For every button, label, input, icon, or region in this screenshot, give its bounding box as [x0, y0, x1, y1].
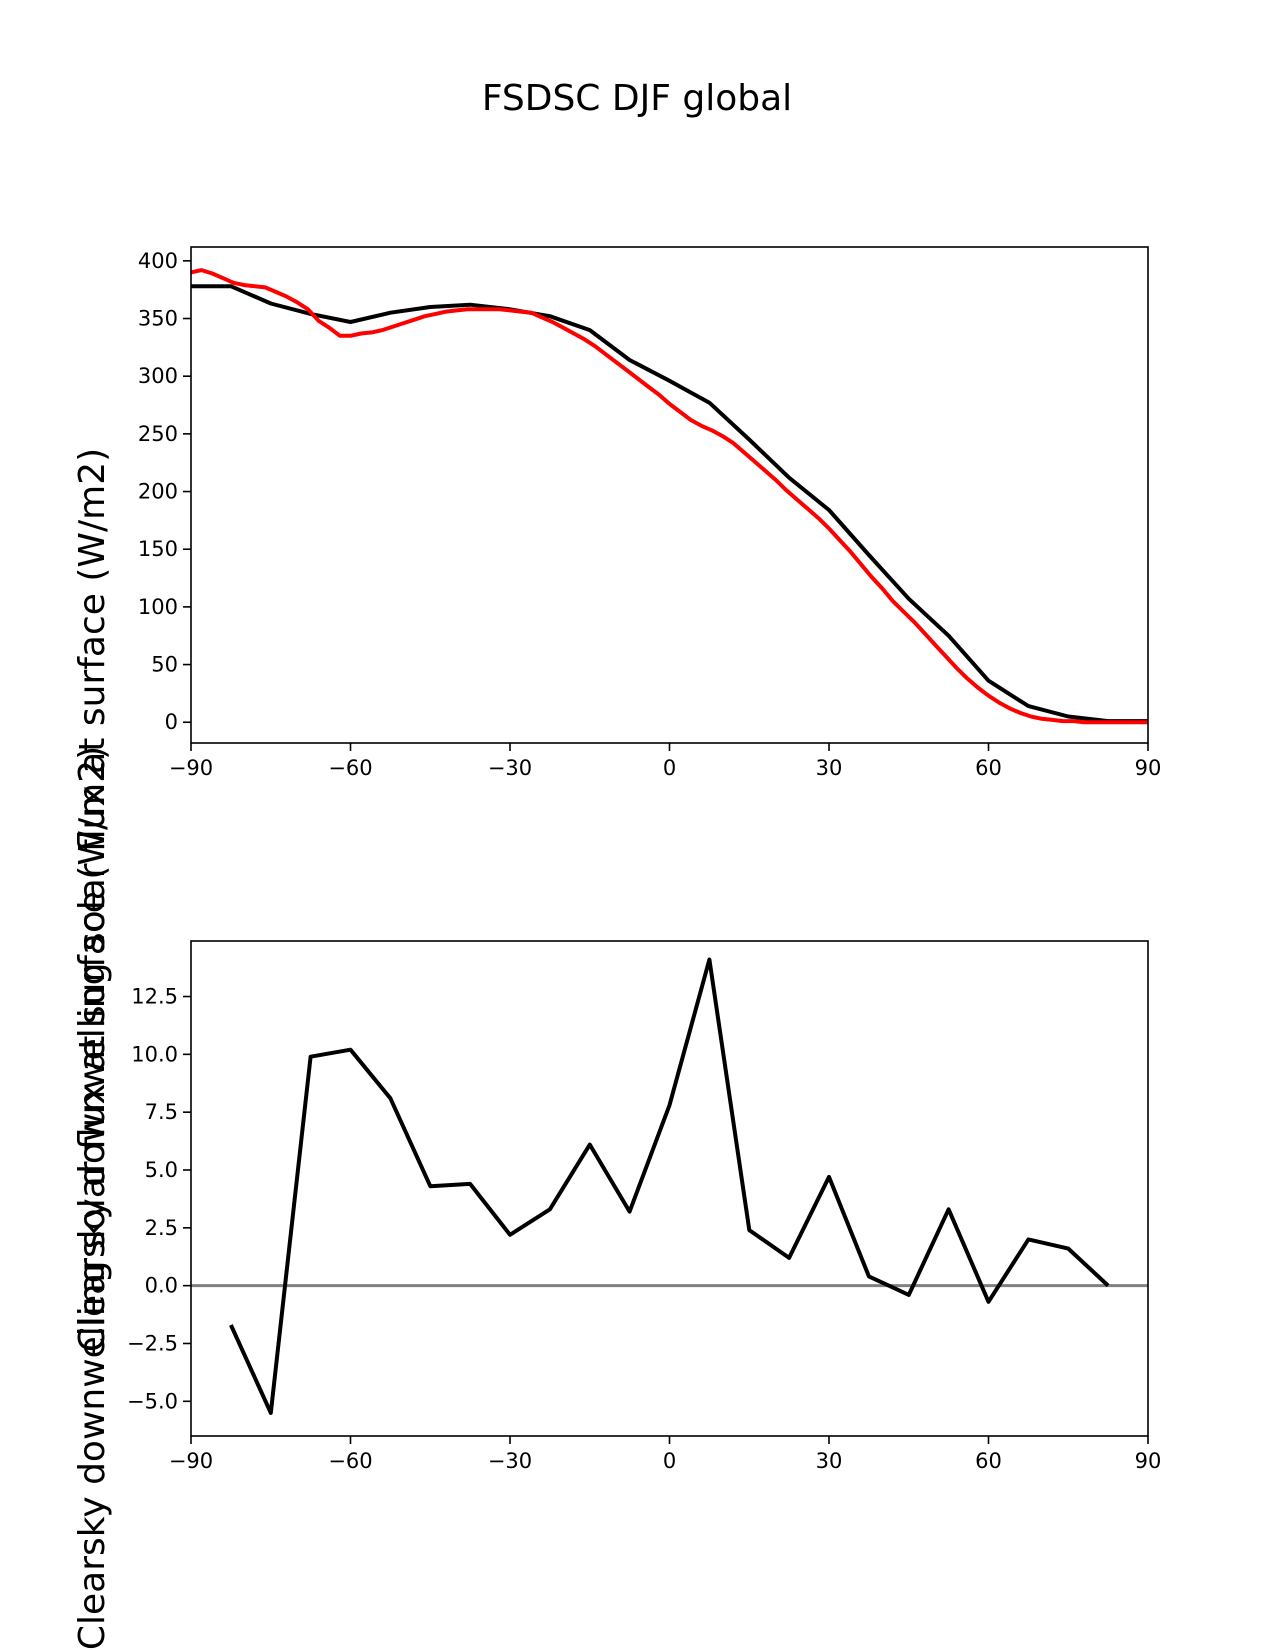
- y-tick-label: 0.0: [145, 1274, 178, 1298]
- axes-frame: [190, 940, 1149, 1437]
- y-tick-label: 300: [138, 364, 178, 388]
- figure-ylabel-top: Clearsky downwelling solar flux at surfa…: [72, 448, 113, 1352]
- x-tick-label: 60: [975, 1449, 1002, 1473]
- y-tick-label: −2.5: [127, 1331, 178, 1355]
- x-tick-label: −30: [488, 756, 532, 780]
- panel-top-zonal-mean: −90 −60 −30 0 30 60 90 0 50 100 150 200 250 300 350 400: [138, 246, 1162, 780]
- x-tick-label: 30: [816, 1449, 843, 1473]
- y-tick-label: 12.5: [131, 985, 178, 1009]
- y-tick-label: 7.5: [145, 1100, 178, 1124]
- x-tick-label: −60: [328, 1449, 372, 1473]
- figure-ylabel-bottom: Clearsky downwelling solar flux at surfa…: [72, 746, 113, 1650]
- y-tick-label: 400: [138, 249, 178, 273]
- series-line-difference: [229, 957, 1110, 1415]
- x-tick-label: −30: [488, 1449, 532, 1473]
- y-tick-label: 250: [138, 422, 178, 446]
- series-line-test: [191, 284, 1148, 724]
- y-tick-label: −5.0: [127, 1389, 178, 1413]
- y-tick-label: 200: [138, 480, 178, 504]
- y-tick-label: 0: [165, 710, 178, 734]
- axes-frame: [190, 246, 1149, 744]
- y-tick-label: 350: [138, 307, 178, 331]
- y-tick-label: 5.0: [145, 1158, 178, 1182]
- x-tick-label: −90: [169, 756, 213, 780]
- x-tick-label: 0: [663, 1449, 676, 1473]
- x-tick-label: 90: [1135, 756, 1162, 780]
- x-tick-label: 60: [975, 756, 1002, 780]
- x-tick-label: 30: [816, 756, 843, 780]
- x-tick-label: −60: [328, 756, 372, 780]
- panel-bottom-difference: −90 −60 −30 0 30 60 90 −5.0 −2.5 0.0 2.5 5.0 7.5 10.0…: [127, 940, 1162, 1473]
- x-tick-label: 0: [663, 756, 676, 780]
- y-tick-label: 2.5: [145, 1216, 178, 1240]
- y-tick-label: 150: [138, 537, 178, 561]
- y-tick-label: 10.0: [131, 1042, 178, 1066]
- series-line-reference: [190, 268, 1148, 725]
- x-tick-label: 90: [1135, 1449, 1162, 1473]
- y-tick-label: 100: [138, 595, 178, 619]
- figure-title: FSDSC DJF global: [482, 78, 792, 119]
- x-tick-label: −90: [169, 1449, 213, 1473]
- y-tick-label: 50: [151, 653, 178, 677]
